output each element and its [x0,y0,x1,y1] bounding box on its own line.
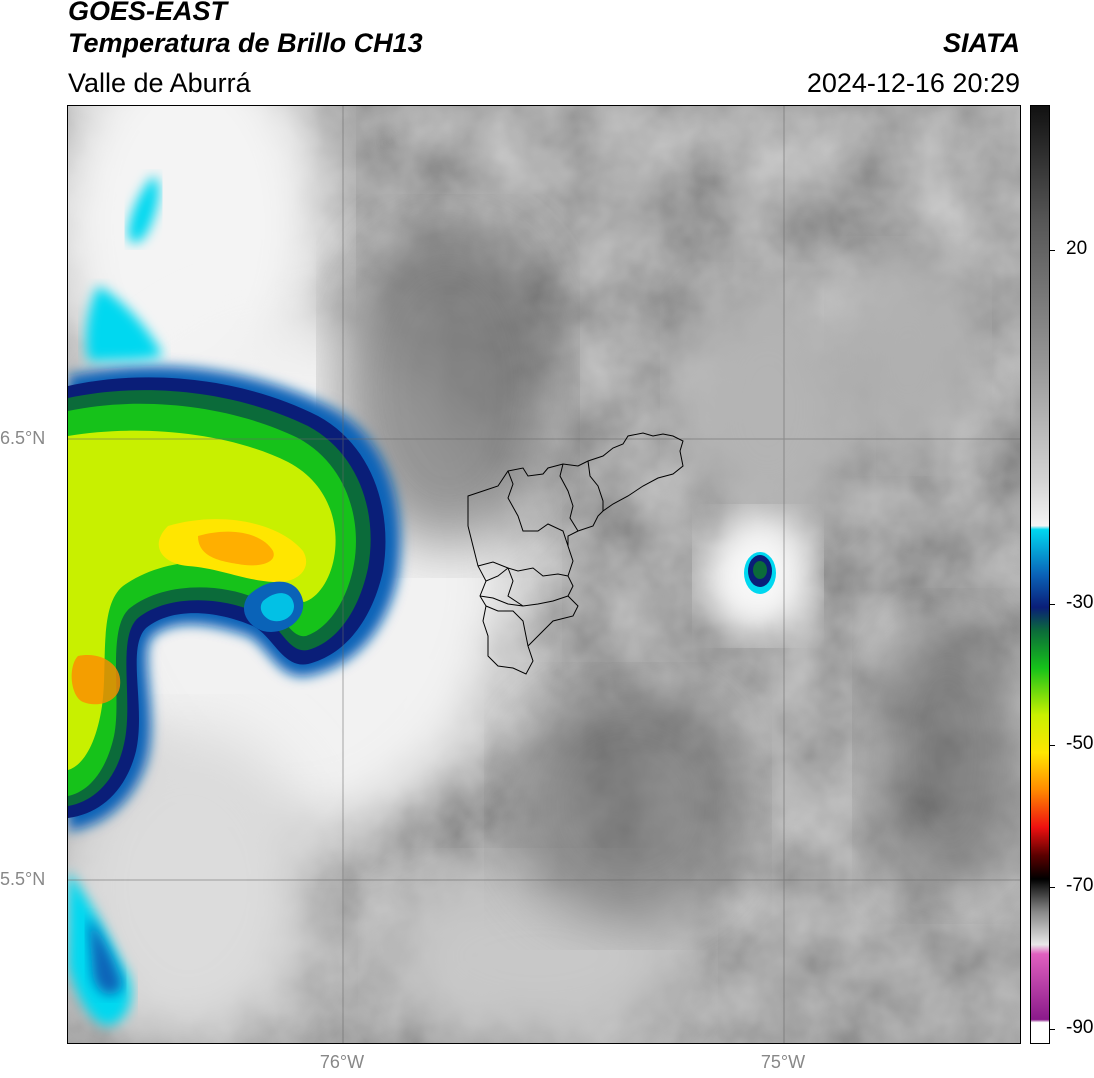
colorbar-label-minus50: -50 [1066,733,1094,754]
colorbar [1030,105,1050,1044]
colorbar-tick [1049,887,1055,888]
colorbar-label-20: 20 [1066,238,1088,259]
colorbar-label-minus30: -30 [1066,592,1094,613]
cold-cloud-storm-west [68,366,401,831]
colorbar-tick [1049,250,1055,251]
region-subtitle: Valle de Aburrá [68,68,251,98]
satellite-title: GOES-EAST [68,0,228,26]
lon-label-west: 76°W [319,1052,365,1072]
product-title: Temperatura de Brillo CH13 [68,28,423,58]
municipal-boundaries [467,432,684,675]
agency-label: SIATA [943,28,1020,58]
gridlines [68,106,1020,1043]
grayscale-background [68,106,1020,1043]
lat-label-south: 5.5°N [0,869,46,889]
colorbar-label-minus70: -70 [1066,875,1094,896]
lat-label-north: 6.5°N [0,428,46,448]
colorbar-tick [1049,604,1055,605]
colorbar-tick [1049,1029,1055,1030]
lon-label-east: 75°W [760,1052,806,1072]
satellite-map[interactable] [67,105,1021,1044]
isolated-convective-cell [744,552,776,594]
colorbar-label-minus90: -90 [1066,1017,1094,1038]
cyan-cloud-edges [68,176,163,1026]
colorbar-tick [1049,745,1055,746]
datetime-label: 2024-12-16 20:29 [806,68,1020,98]
